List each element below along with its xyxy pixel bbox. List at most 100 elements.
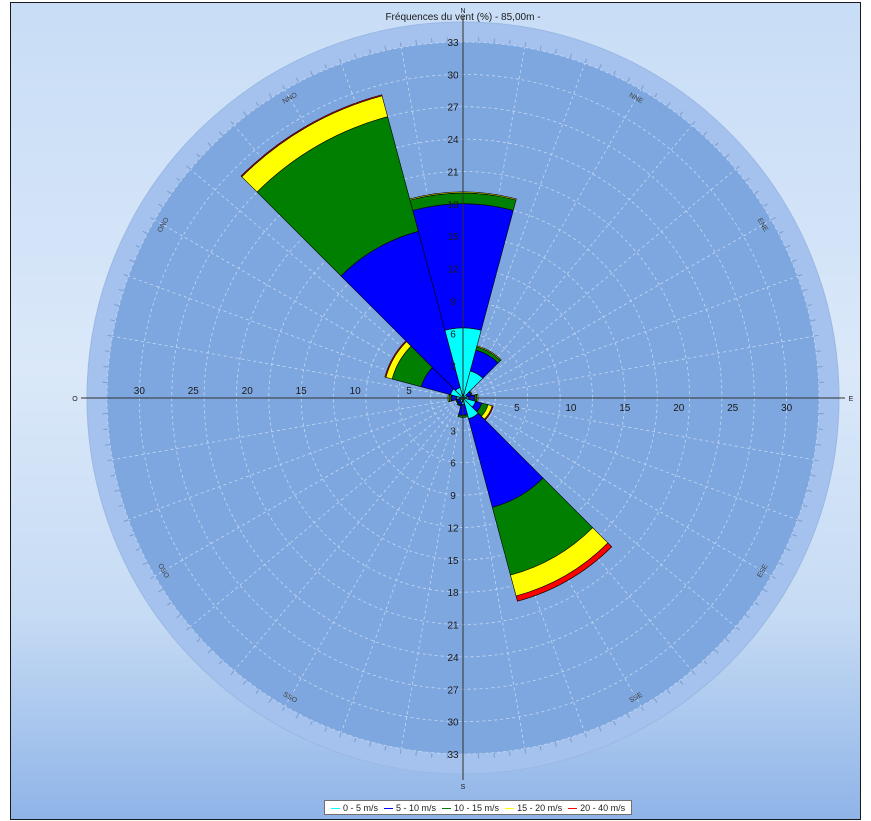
radial-grid-line [462, 397, 736, 628]
ring-tick [186, 165, 191, 170]
ring-tick [679, 680, 684, 685]
legend-item: 20 - 40 m/s [568, 803, 625, 813]
ring-tick [415, 750, 418, 756]
ring-tick [268, 93, 273, 99]
ring-tick [703, 660, 708, 665]
ring-tick [762, 203, 768, 208]
tick-label-y: 18 [447, 588, 459, 599]
radial-grid-line [284, 397, 464, 707]
tick-label-y: 27 [447, 685, 459, 696]
ring-tick [703, 131, 708, 136]
legend-swatch [331, 807, 340, 809]
ring-tick [110, 319, 116, 322]
ring-tick [725, 638, 730, 643]
ring-tick [282, 706, 286, 711]
ring-tick [771, 217, 776, 221]
ring-tick [158, 203, 164, 208]
legend-label: 10 - 15 m/s [454, 803, 500, 813]
radial-grid-line [154, 219, 464, 399]
ring-tick [778, 230, 784, 235]
radial-grid-line [400, 47, 464, 399]
ring-tick [524, 748, 527, 754]
ring-tick [815, 350, 821, 353]
tick-label-y: 3 [450, 362, 456, 373]
ring-tick [123, 274, 129, 277]
ring-tick [324, 64, 328, 70]
ring-tick [118, 504, 124, 508]
radial-grid-line [462, 397, 798, 521]
ring-tick [797, 274, 803, 277]
ring-tick [107, 334, 113, 337]
ring-tick [135, 244, 141, 249]
ring-tick [324, 726, 328, 732]
radial-grid-line [462, 168, 736, 399]
ring-tick [309, 70, 314, 76]
radial-grid-line [190, 397, 464, 628]
ring-tick [802, 288, 808, 292]
ring-tick [735, 165, 740, 170]
tick-label-y: 12 [447, 523, 459, 534]
tick-label-x: 5 [406, 386, 412, 397]
ring-tick [640, 706, 644, 711]
ring-tick [714, 649, 719, 654]
ring-tick [810, 319, 816, 322]
ring-tick [569, 53, 573, 59]
ring-tick [762, 588, 768, 593]
ring-tick [813, 334, 819, 337]
ring-tick [584, 58, 587, 64]
ring-tick [268, 697, 273, 703]
tick-label-y: 6 [450, 329, 456, 340]
ring-tick [598, 726, 602, 732]
radial-grid-line [462, 397, 772, 577]
ring-tick [105, 443, 111, 446]
ring-tick [230, 121, 235, 126]
wind-sector-n-4 [409, 191, 517, 201]
tick-label-x: 5 [514, 403, 520, 414]
tick-label-x: 20 [673, 403, 685, 414]
ring-tick [778, 561, 784, 566]
tick-label-y: 9 [450, 297, 456, 308]
ring-tick [309, 720, 314, 726]
ring-tick [207, 142, 212, 147]
radial-grid-line [112, 397, 464, 461]
ring-tick [369, 741, 372, 747]
radial-grid-line [462, 89, 642, 399]
ring-tick [218, 660, 223, 665]
ring-tick [242, 680, 247, 685]
ring-tick [791, 533, 797, 537]
ring-tick [384, 45, 387, 51]
ring-tick [339, 732, 342, 738]
tick-label-y: 15 [447, 232, 459, 243]
ring-tick [150, 217, 155, 221]
ring-tick [771, 575, 776, 579]
ring-tick [810, 474, 816, 477]
ring-tick [584, 732, 587, 738]
ring-tick [114, 489, 120, 492]
radial-grid-line [154, 397, 464, 577]
ring-tick [255, 101, 260, 107]
radial-grid-line [128, 275, 464, 399]
wind-rose-chart: 5 5 10 10 15 15 20 20 25 25 30 30 3 3 6 6 9 9 12 12 15 15 18 18… [10, 2, 861, 820]
tick-label-x: 30 [781, 403, 793, 414]
radial-grid-line [462, 397, 814, 461]
tick-label-y: 33 [447, 38, 459, 49]
tick-label-x: 15 [296, 386, 308, 397]
ring-tick [539, 45, 542, 51]
ring-tick [612, 720, 617, 726]
ring-tick [230, 670, 235, 675]
ring-tick [353, 53, 357, 59]
ring-tick [653, 93, 658, 99]
ring-tick [524, 42, 527, 48]
chart-title: Fréquences du vent (%) - 85,00m - [385, 12, 540, 23]
ring-tick [158, 588, 164, 593]
tick-label-y: 15 [447, 556, 459, 567]
direction-label-o: O [72, 396, 78, 403]
wind-sector-nno-5 [240, 94, 383, 178]
tick-label-y: 6 [450, 459, 456, 470]
legend-label: 15 - 20 m/s [517, 803, 563, 813]
radial-grid-line [462, 397, 642, 707]
ring-tick [626, 713, 631, 719]
ring-tick [806, 489, 812, 492]
ring-tick [282, 85, 286, 90]
ring-tick [813, 459, 819, 462]
